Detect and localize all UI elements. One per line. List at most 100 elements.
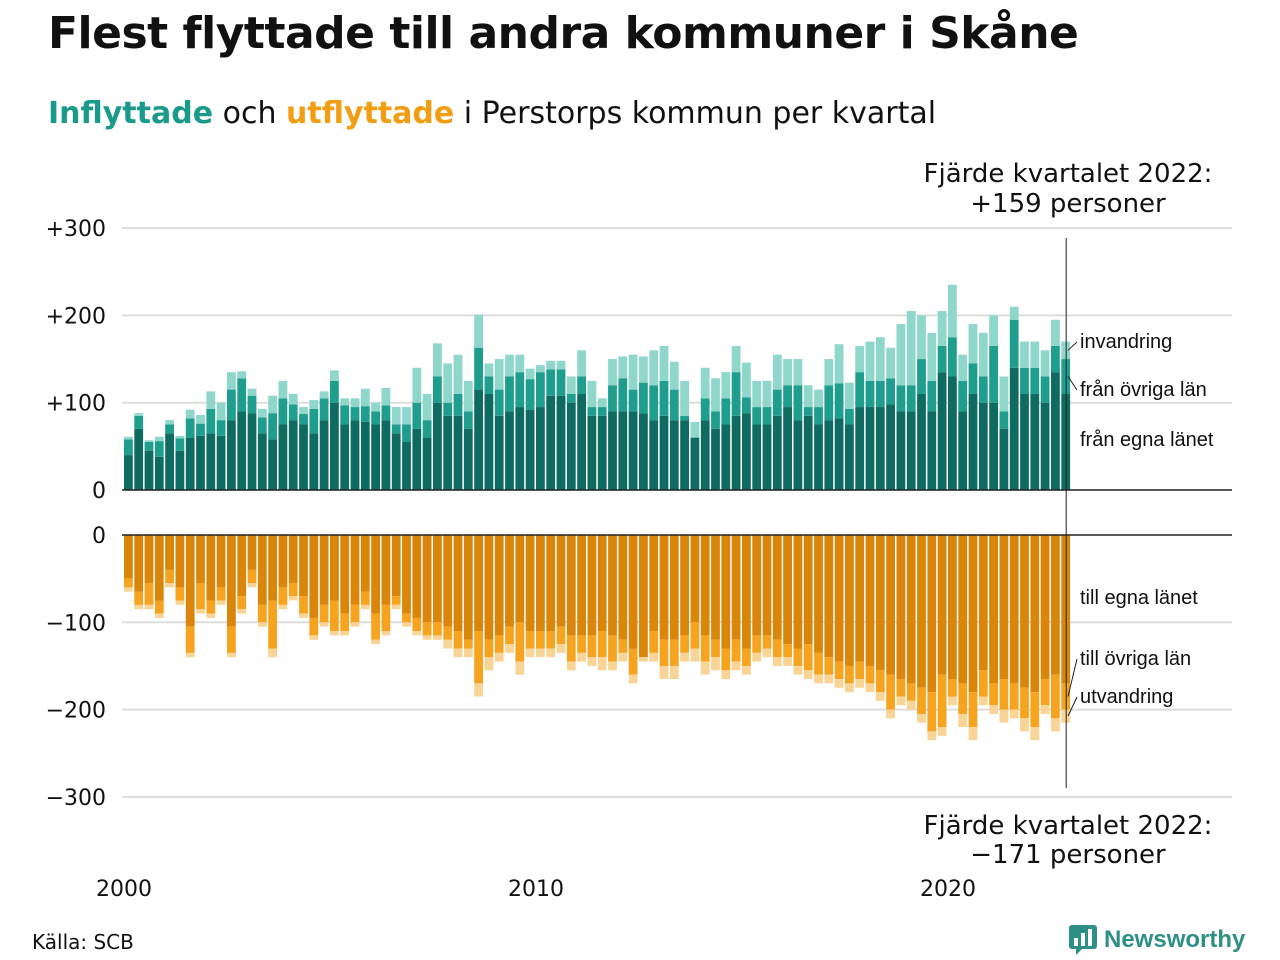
bar-inflyttade-0 xyxy=(896,411,906,490)
bar-inflyttade-0 xyxy=(371,424,380,490)
bar-inflyttade-2 xyxy=(896,324,906,386)
bar-utflyttade-2 xyxy=(659,665,669,680)
bar-utflyttade-1 xyxy=(1020,687,1029,719)
bar-inflyttade-1 xyxy=(268,413,277,440)
bar-utflyttade-1 xyxy=(659,639,669,666)
bar-inflyttade-2 xyxy=(257,408,267,418)
bar-inflyttade-2 xyxy=(865,341,875,381)
bar-inflyttade-1 xyxy=(1040,376,1050,403)
bar-utflyttade-1 xyxy=(875,670,885,693)
bar-utflyttade-1 xyxy=(422,622,432,636)
bar-inflyttade-0 xyxy=(360,421,370,490)
bar-inflyttade-2 xyxy=(978,332,988,377)
bar-utflyttade-0 xyxy=(896,535,906,680)
bar-utflyttade-0 xyxy=(134,535,144,592)
bar-utflyttade-2 xyxy=(814,674,823,684)
bar-utflyttade-2 xyxy=(1051,718,1060,732)
bar-inflyttade-0 xyxy=(608,411,617,490)
bar-inflyttade-1 xyxy=(381,405,391,421)
bar-inflyttade-2 xyxy=(154,436,164,442)
bar-utflyttade-1 xyxy=(742,648,751,666)
bar-utflyttade-0 xyxy=(494,535,504,636)
bar-utflyttade-2 xyxy=(371,639,380,645)
series-label: utvandring xyxy=(1080,686,1173,708)
bar-utflyttade-1 xyxy=(958,683,968,714)
bar-inflyttade-0 xyxy=(855,407,865,490)
bar-inflyttade-1 xyxy=(845,408,854,425)
series-label-leader xyxy=(1067,658,1078,697)
bar-utflyttade-2 xyxy=(402,622,411,627)
y-tick-label-top: +100 xyxy=(46,392,106,417)
bar-inflyttade-0 xyxy=(443,415,453,490)
bar-inflyttade-2 xyxy=(1009,306,1019,320)
bar-utflyttade-0 xyxy=(515,535,525,623)
bar-inflyttade-1 xyxy=(299,414,308,425)
bar-inflyttade-2 xyxy=(875,337,885,381)
bar-inflyttade-2 xyxy=(824,359,834,386)
bar-inflyttade-2 xyxy=(216,402,226,421)
bar-utflyttade-0 xyxy=(628,535,638,649)
bar-utflyttade-2 xyxy=(237,609,247,614)
bar-utflyttade-2 xyxy=(762,648,772,658)
bar-inflyttade-1 xyxy=(577,376,586,394)
bar-inflyttade-0 xyxy=(381,420,391,490)
bar-inflyttade-2 xyxy=(134,413,144,416)
bar-inflyttade-0 xyxy=(484,393,494,490)
bar-inflyttade-0 xyxy=(237,411,247,490)
bar-inflyttade-2 xyxy=(330,370,339,381)
series-label: från egna länet xyxy=(1080,429,1214,451)
bar-inflyttade-2 xyxy=(227,372,236,390)
bar-utflyttade-1 xyxy=(453,631,463,649)
bar-inflyttade-1 xyxy=(587,407,597,416)
bar-inflyttade-2 xyxy=(350,398,360,408)
bar-inflyttade-2 xyxy=(834,344,844,384)
bar-utflyttade-2 xyxy=(742,665,751,675)
bar-utflyttade-0 xyxy=(669,535,679,640)
bar-inflyttade-2 xyxy=(463,380,473,412)
bar-inflyttade-0 xyxy=(144,450,154,490)
bar-utflyttade-0 xyxy=(680,535,689,636)
bar-inflyttade-1 xyxy=(597,407,607,416)
bar-inflyttade-0 xyxy=(216,435,226,490)
bar-utflyttade-0 xyxy=(278,535,288,588)
bar-utflyttade-0 xyxy=(350,535,360,605)
bar-utflyttade-1 xyxy=(391,596,401,605)
bar-utflyttade-1 xyxy=(1009,683,1019,710)
bar-inflyttade-2 xyxy=(649,350,659,386)
bar-inflyttade-2 xyxy=(680,380,689,416)
bar-utflyttade-1 xyxy=(309,617,319,636)
bar-utflyttade-2 xyxy=(1040,705,1050,714)
bar-utflyttade-0 xyxy=(793,535,803,649)
bar-utflyttade-1 xyxy=(525,631,535,649)
bar-inflyttade-2 xyxy=(484,363,494,377)
bar-inflyttade-1 xyxy=(134,415,144,429)
bar-inflyttade-2 xyxy=(144,440,154,442)
bar-inflyttade-0 xyxy=(536,407,545,490)
bar-inflyttade-2 xyxy=(422,393,432,421)
bar-inflyttade-0 xyxy=(185,437,195,490)
bar-utflyttade-2 xyxy=(566,661,576,671)
bar-inflyttade-0 xyxy=(196,435,205,490)
bar-inflyttade-2 xyxy=(525,368,535,380)
bar-inflyttade-2 xyxy=(165,420,174,425)
bar-inflyttade-2 xyxy=(206,391,216,409)
bar-utflyttade-0 xyxy=(196,535,205,584)
bar-utflyttade-0 xyxy=(906,535,916,684)
bar-utflyttade-2 xyxy=(989,705,998,714)
bar-inflyttade-2 xyxy=(381,387,391,406)
bar-utflyttade-2 xyxy=(731,661,741,671)
bar-inflyttade-1 xyxy=(834,383,844,419)
bar-inflyttade-1 xyxy=(659,380,669,416)
bar-inflyttade-2 xyxy=(772,354,782,390)
y-tick-label-bottom: −300 xyxy=(46,786,106,811)
bar-inflyttade-1 xyxy=(185,418,195,438)
bar-utflyttade-1 xyxy=(845,665,854,684)
bar-utflyttade-0 xyxy=(927,535,937,693)
bar-inflyttade-0 xyxy=(505,411,514,490)
bar-utflyttade-1 xyxy=(494,635,504,653)
bar-inflyttade-1 xyxy=(124,439,133,456)
brand-name: Newsworthy xyxy=(1104,926,1246,953)
bar-inflyttade-2 xyxy=(731,345,741,373)
bar-utflyttade-1 xyxy=(484,639,494,658)
bar-utflyttade-0 xyxy=(731,535,741,640)
